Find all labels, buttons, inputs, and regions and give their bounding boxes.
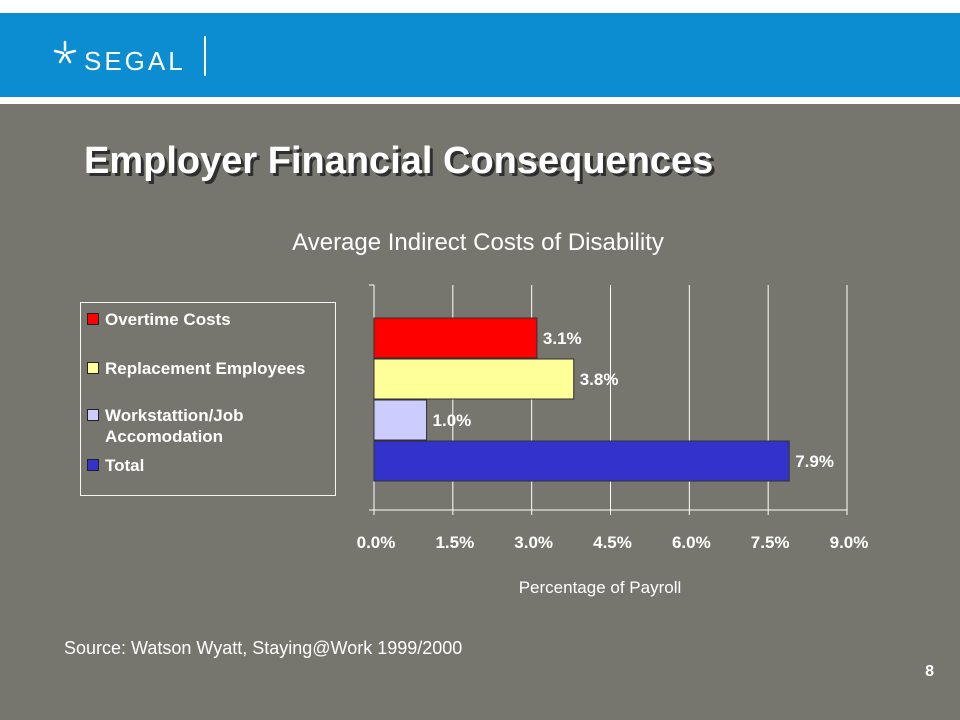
x-tick-label: 6.0% bbox=[672, 533, 711, 552]
legend-swatch bbox=[87, 313, 99, 325]
bar bbox=[373, 358, 575, 400]
bar bbox=[373, 440, 790, 482]
chart-legend: Overtime Costs Replacement Employees Wor… bbox=[80, 302, 336, 496]
x-axis-label: Percentage of Payroll bbox=[518, 578, 682, 597]
legend-swatch bbox=[87, 459, 99, 471]
slide-title: Employer Financial Consequences bbox=[84, 140, 714, 182]
logo-text: SEGAL bbox=[84, 46, 186, 76]
legend-swatch bbox=[87, 362, 99, 374]
legend-label: Overtime Costs bbox=[105, 310, 231, 329]
x-tick-label: 7.5% bbox=[751, 533, 790, 552]
logo-divider bbox=[204, 36, 206, 76]
x-tick-label: 4.5% bbox=[593, 533, 632, 552]
page-number: 8 bbox=[925, 663, 934, 680]
top-strip bbox=[0, 0, 960, 13]
legend-label: Total bbox=[105, 456, 145, 475]
x-tick-label: 9.0% bbox=[830, 533, 869, 552]
x-tick-label: 1.5% bbox=[435, 533, 474, 552]
header-banner bbox=[0, 13, 960, 97]
data-label: 1.0% bbox=[433, 411, 472, 430]
data-label: 3.8% bbox=[580, 370, 619, 389]
x-tick-label: 3.0% bbox=[514, 533, 553, 552]
banner-divider bbox=[0, 97, 960, 104]
legend-label: Replacement Employees bbox=[105, 359, 306, 378]
data-label: 3.1% bbox=[543, 329, 582, 348]
legend-label: Workstattion/Job Accomodation bbox=[105, 406, 244, 446]
data-label: 7.9% bbox=[795, 452, 834, 471]
bar bbox=[373, 317, 538, 359]
bar bbox=[373, 399, 428, 441]
x-tick-label: 0.0% bbox=[357, 533, 396, 552]
star-icon bbox=[53, 40, 77, 64]
chart-title: Average Indirect Costs of Disability bbox=[292, 229, 664, 256]
legend-swatch bbox=[87, 409, 99, 421]
source-note: Source: Watson Wyatt, Staying@Work 1999/… bbox=[64, 638, 463, 658]
